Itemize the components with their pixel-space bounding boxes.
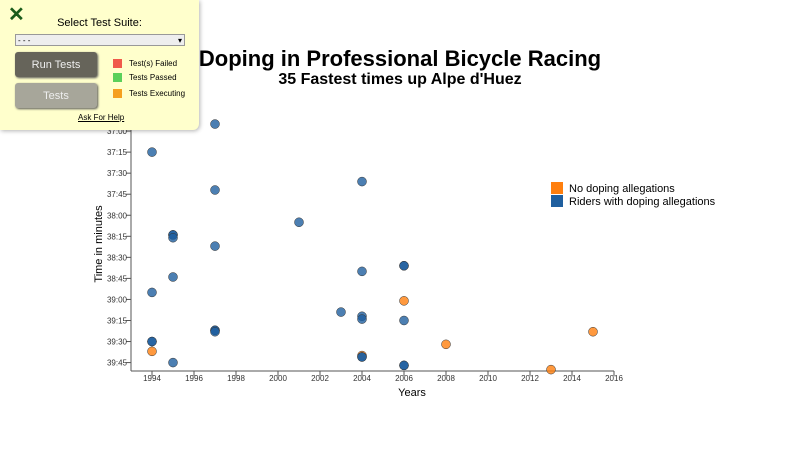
dot-no-doping	[588, 326, 598, 337]
y-tick-label: 38:00	[107, 211, 128, 220]
dot-doping	[168, 232, 178, 243]
x-tick-label: 1994	[143, 374, 161, 383]
y-tick-label: 37:30	[107, 169, 128, 178]
dot-doping	[147, 336, 157, 347]
run-tests-button[interactable]: Run Tests	[15, 52, 97, 77]
ask-for-help-link[interactable]: Ask For Help	[78, 113, 125, 122]
y-tick-label: 38:15	[107, 232, 128, 241]
y-tick-label: 37:45	[107, 190, 128, 199]
dot-doping	[399, 360, 409, 371]
dot-doping	[210, 119, 220, 129]
x-tick-label: 2002	[311, 374, 329, 383]
test-suite-select[interactable]: - - - ▾	[15, 34, 185, 46]
dot-no-doping	[546, 364, 556, 375]
dot-doping	[210, 241, 220, 251]
x-tick-label: 2014	[563, 374, 581, 383]
dot-doping	[147, 287, 157, 298]
legend-label: No doping allegations	[569, 183, 675, 195]
y-tick-label: 39:45	[107, 359, 128, 368]
dot-doping	[210, 326, 220, 337]
dot-doping	[168, 272, 178, 282]
legend-swatch	[551, 195, 563, 207]
dot-doping	[168, 357, 178, 368]
select-test-suite-label: Select Test Suite:	[57, 17, 142, 29]
x-axis-label: Years	[398, 387, 426, 399]
dot-doping	[357, 352, 367, 362]
y-tick-label: 37:00	[107, 127, 128, 136]
close-icon[interactable]: ✕	[8, 4, 25, 26]
dot-doping	[399, 261, 409, 271]
chart-title: Doping in Professional Bicycle Racing	[199, 46, 601, 71]
dot-doping	[357, 176, 367, 187]
key-passed: Tests Passed	[113, 73, 177, 82]
x-tick-label: 1996	[185, 374, 203, 383]
y-tick-label: 39:00	[107, 295, 128, 304]
y-axis-label: Time in minutes	[93, 205, 105, 283]
dot-no-doping	[399, 296, 409, 306]
legend-label: Riders with doping allegations	[569, 196, 716, 208]
dot-doping	[357, 314, 367, 324]
dot-doping	[294, 217, 304, 228]
test-suite-panel: ✕ Select Test Suite: - - - ▾ Run Tests Te…	[0, 0, 199, 130]
x-tick-label: 2016	[605, 374, 623, 383]
dot-doping	[147, 147, 157, 157]
x-tick-label: 1998	[227, 374, 245, 383]
key-executing: Tests Executing	[113, 89, 185, 98]
chart-subtitle: 35 Fastest times up Alpe d'Huez	[278, 71, 521, 88]
key-label: Tests Passed	[129, 73, 177, 82]
x-tick-label: 2010	[479, 374, 497, 383]
y-tick-label: 38:30	[107, 253, 128, 262]
y-tick-label: 37:15	[107, 148, 128, 157]
legend-swatch	[551, 182, 563, 194]
select-value: - - -	[18, 35, 31, 45]
y-tick-label: 38:45	[107, 274, 128, 283]
key-label: Tests Executing	[129, 89, 186, 98]
x-tick-label: 2000	[269, 374, 287, 383]
x-tick-label: 2006	[395, 374, 413, 383]
dot-doping	[210, 185, 220, 195]
y-tick-label: 39:30	[107, 338, 128, 347]
dot-doping	[399, 315, 409, 326]
dot-no-doping	[147, 346, 157, 357]
dot-no-doping	[441, 339, 451, 350]
chevron-down-icon: ▾	[177, 35, 182, 45]
dot-doping	[357, 266, 367, 277]
x-tick-label: 2008	[437, 374, 455, 383]
y-tick-label: 39:15	[107, 316, 128, 325]
x-tick-label: 2012	[521, 374, 539, 383]
dot-doping	[336, 307, 346, 317]
key-label: Test(s) Failed	[129, 59, 178, 68]
tests-button[interactable]: Tests	[15, 83, 97, 108]
x-tick-label: 2004	[353, 374, 371, 383]
key-failed: Test(s) Failed	[113, 59, 177, 68]
